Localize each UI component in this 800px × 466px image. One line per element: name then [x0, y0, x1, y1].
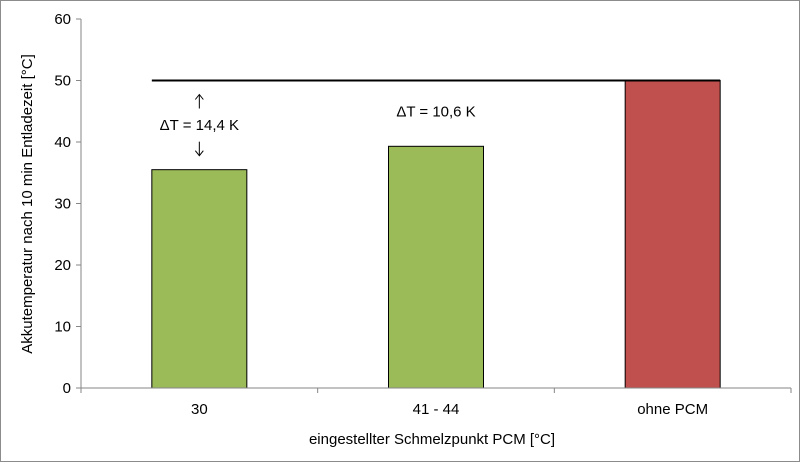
x-tick-label: 41 - 44 [413, 401, 460, 418]
y-tick-label: 10 [54, 319, 71, 336]
delta-t-label: ΔT = 14,4 K [160, 117, 239, 134]
y-tick-label: 50 [54, 73, 71, 90]
y-tick-label: 0 [63, 380, 71, 397]
y-axis-ticks: 0 10 20 30 40 50 60 [54, 11, 81, 397]
y-tick-label: 40 [54, 134, 71, 151]
y-tick-label: 20 [54, 257, 71, 274]
bars [151, 80, 721, 389]
bar-2 [624, 80, 721, 389]
axes [80, 19, 791, 389]
arrow-down-head-icon [194, 150, 204, 157]
x-axis-ticks: 30 41 - 44 ohne PCM [80, 388, 792, 418]
bar-0 [151, 169, 248, 389]
annotations: ΔT = 14,4 K ΔT = 10,6 K [160, 93, 476, 157]
x-axis-label: eingestellter Schmelzpunkt PCM [°C] [309, 431, 555, 448]
y-tick-label: 60 [54, 11, 71, 28]
x-tick-label: ohne PCM [637, 401, 708, 418]
y-axis-label: Akkutemperatur nach 10 min Entladezeit [… [19, 54, 36, 353]
bar-1 [388, 145, 484, 389]
y-tick-label: 30 [54, 196, 71, 213]
arrow-up-head-icon [194, 93, 204, 100]
x-tick-label: 30 [191, 401, 208, 418]
delta-t-label: ΔT = 10,6 K [396, 104, 475, 121]
